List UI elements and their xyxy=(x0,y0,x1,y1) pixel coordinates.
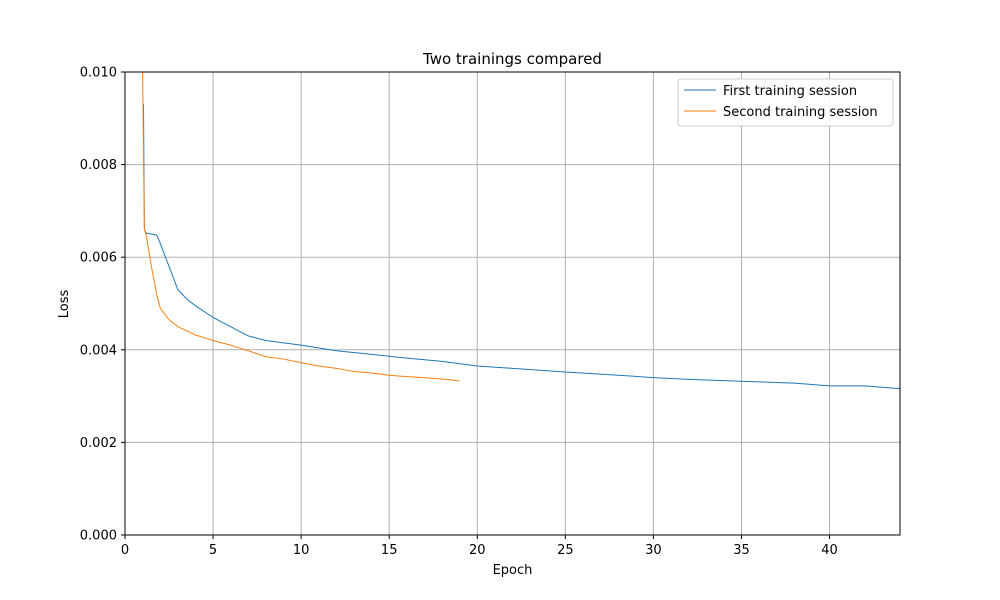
y-tick-label: 0.006 xyxy=(80,251,117,266)
grid xyxy=(124,71,900,536)
x-tick-label: 20 xyxy=(469,543,486,558)
x-tick-label: 10 xyxy=(293,543,310,558)
x-tick-label: 30 xyxy=(645,543,662,558)
x-tick-label: 25 xyxy=(557,543,574,558)
legend-box xyxy=(677,78,894,127)
axis-ticks: 0 5 10 15 20 25 30 35 40 0.000 0.002 0.004 0.006 0.00… xyxy=(80,66,838,559)
chart-title: Two trainings compared xyxy=(422,50,602,68)
legend-label-first: First training session xyxy=(723,84,857,99)
series-line-second xyxy=(142,71,460,382)
y-tick-label: 0.002 xyxy=(80,436,117,451)
x-tick-label: 40 xyxy=(821,543,838,558)
legend-label-second: Second training session xyxy=(723,105,878,120)
x-tick-label: 0 xyxy=(121,543,129,558)
y-axis-title: Loss xyxy=(57,290,72,319)
series-line-first xyxy=(142,104,901,390)
x-tick-label: 35 xyxy=(733,543,750,558)
series-group xyxy=(142,71,901,390)
legend: First training session Second training s… xyxy=(677,78,894,127)
y-tick-label: 0.008 xyxy=(80,158,117,173)
x-tick-label: 15 xyxy=(381,543,398,558)
x-axis-title: Epoch xyxy=(493,563,533,578)
y-tick-label: 0.004 xyxy=(80,343,117,358)
y-tick-label: 0.000 xyxy=(80,529,117,544)
y-tick-label: 0.010 xyxy=(80,66,117,81)
x-tick-label: 5 xyxy=(209,543,217,558)
plot-frame xyxy=(124,71,901,536)
